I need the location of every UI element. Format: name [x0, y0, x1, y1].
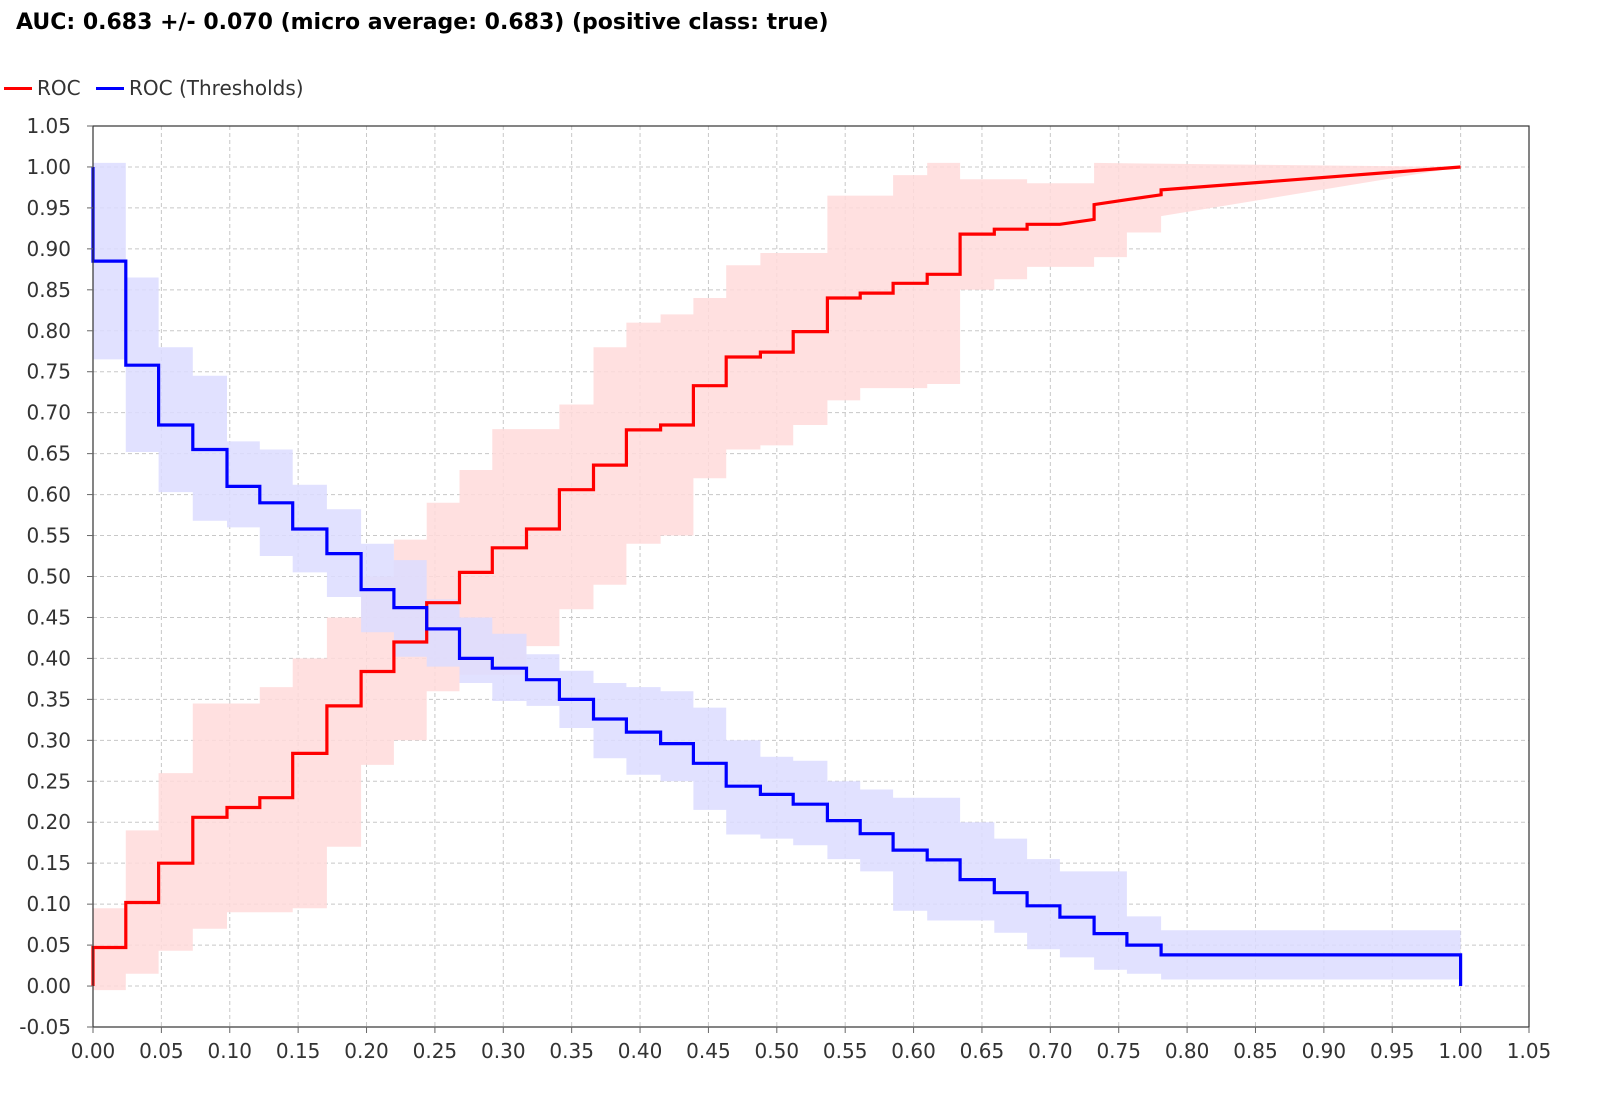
legend-item-roc: ROC: [4, 76, 81, 100]
y-tick-label: 0.90: [26, 237, 71, 261]
x-tick-label: 0.60: [891, 1039, 936, 1063]
y-tick-label: 0.95: [26, 196, 71, 220]
x-tick-label: 0.40: [618, 1039, 663, 1063]
y-tick-label: 0.70: [26, 401, 71, 425]
x-tick-label: 0.75: [1096, 1039, 1141, 1063]
series-line-roc: [91, 165, 1461, 986]
y-tick-label: 1.00: [26, 155, 71, 179]
x-tick-label: 0.30: [481, 1039, 526, 1063]
y-tick-label: 0.15: [26, 851, 71, 875]
y-tick-label: 0.10: [26, 892, 71, 916]
x-tick-label: 0.10: [207, 1039, 252, 1063]
y-tick-label: 0.75: [26, 360, 71, 384]
y-tick-label: -0.05: [19, 1015, 71, 1039]
y-tick-label: 0.85: [26, 278, 71, 302]
x-tick-label: 0.00: [71, 1039, 116, 1063]
x-tick-label: 1.05: [1507, 1039, 1552, 1063]
confidence-band-roc-thresholds: [93, 162, 1461, 980]
x-tick-label: 0.25: [413, 1039, 458, 1063]
x-tick-label: 0.50: [755, 1039, 800, 1063]
axis-layer: 0.00 0.05 0.10 0.15 0.20 0.25 0.30 0.35 0.40 0.45…: [19, 114, 1551, 1063]
x-tick-label: 0.70: [1028, 1039, 1073, 1063]
y-tick-label: 0.45: [26, 605, 71, 629]
line-layer: [91, 165, 1463, 986]
y-tick-label: 0.25: [26, 769, 71, 793]
x-tick-label: 0.80: [1165, 1039, 1210, 1063]
x-tick-label: 0.35: [549, 1039, 594, 1063]
y-tick-label: 0.00: [26, 974, 71, 998]
x-tick-label: 0.65: [960, 1039, 1005, 1063]
x-tick-label: 0.05: [139, 1039, 184, 1063]
x-tick-label: 0.20: [344, 1039, 389, 1063]
band-layer: [93, 162, 1461, 991]
y-tick-label: 0.35: [26, 687, 71, 711]
legend-label-roc: ROC: [37, 76, 81, 100]
y-tick-label: 0.60: [26, 483, 71, 507]
legend-swatch-roc: [4, 86, 32, 90]
x-tick-label: 0.95: [1370, 1039, 1415, 1063]
x-tick-label: 0.85: [1233, 1039, 1278, 1063]
y-tick-label: 0.05: [26, 933, 71, 957]
y-tick-label: 1.05: [26, 114, 71, 138]
x-tick-label: 0.15: [276, 1039, 321, 1063]
series-line-roc-thresholds: [91, 167, 1463, 986]
y-tick-label: 0.55: [26, 524, 71, 548]
chart-title: AUC: 0.683 +/- 0.070 (micro average: 0.6…: [16, 10, 829, 35]
y-tick-label: 0.20: [26, 810, 71, 834]
x-tick-label: 1.00: [1438, 1039, 1483, 1063]
legend-label-roc-thresholds: ROC (Thresholds): [129, 76, 304, 100]
y-tick-label: 0.30: [26, 728, 71, 752]
y-tick-label: 0.50: [26, 565, 71, 589]
legend-swatch-roc-thresholds: [96, 86, 124, 90]
y-tick-label: 0.80: [26, 319, 71, 343]
x-tick-label: 0.90: [1302, 1039, 1347, 1063]
y-tick-label: 0.40: [26, 646, 71, 670]
legend-item-roc-thresholds: ROC (Thresholds): [96, 76, 304, 100]
x-tick-label: 0.45: [686, 1039, 731, 1063]
x-tick-label: 0.55: [823, 1039, 868, 1063]
y-tick-label: 0.65: [26, 442, 71, 466]
